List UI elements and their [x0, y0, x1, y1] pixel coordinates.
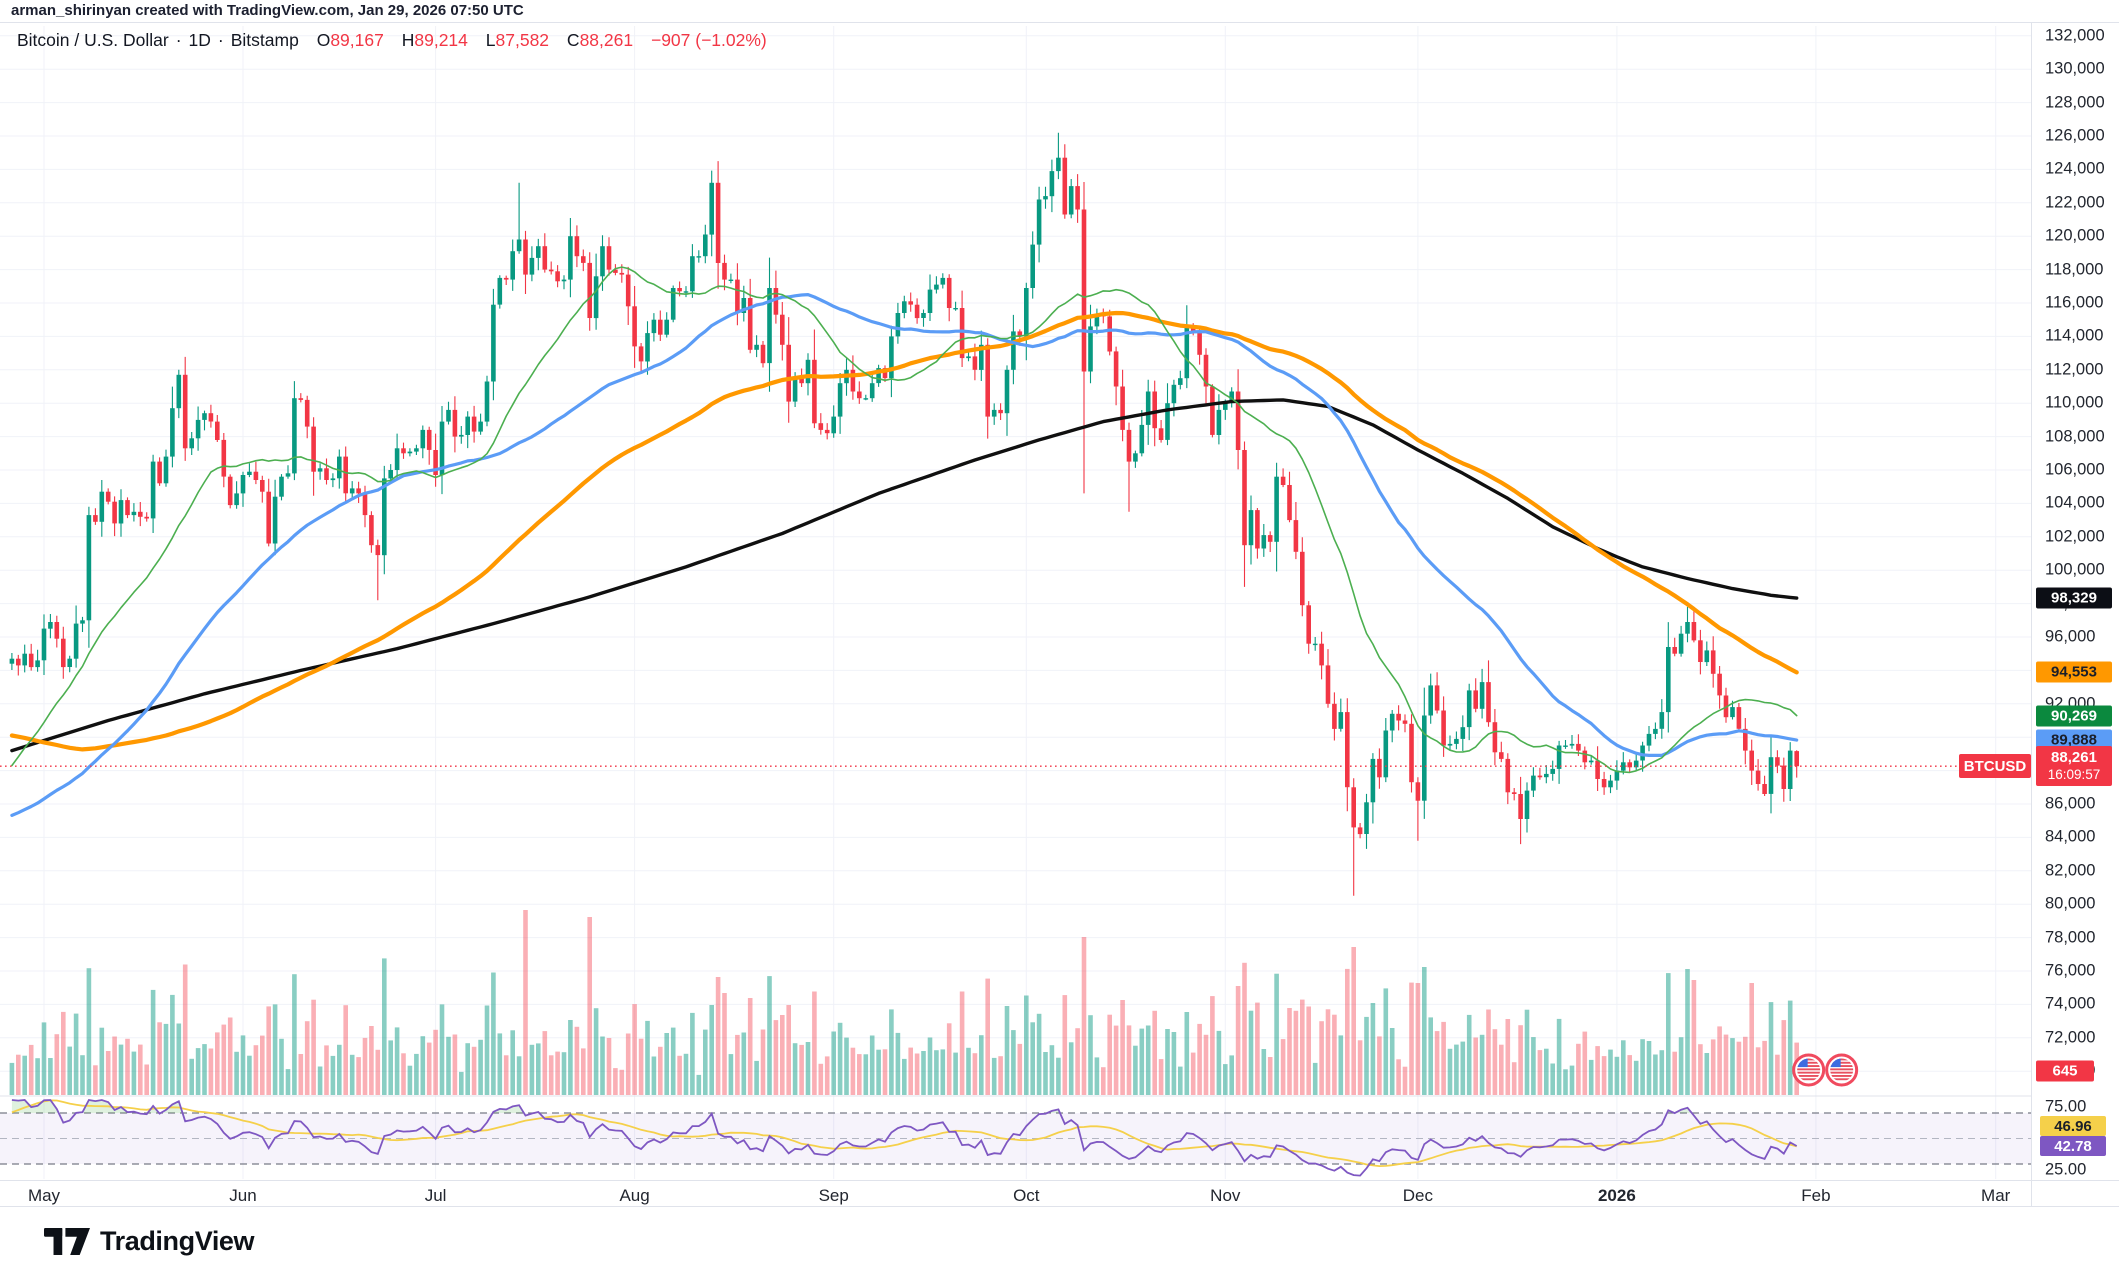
time-axis-label-Jun: Jun: [229, 1186, 257, 1205]
time-axis-label-Mar: Mar: [1981, 1186, 2011, 1205]
price-axis-border: [2031, 22, 2032, 1206]
time-axis-label-2026: 2026: [1597, 1186, 1636, 1205]
time-axis-label-Sep: Sep: [818, 1186, 849, 1205]
ma20-price-badge: 90,269: [2036, 705, 2112, 727]
price-tick-label: 82,000: [2045, 861, 2096, 880]
time-axis-label-Dec: Dec: [1402, 1186, 1434, 1205]
rsi-line: [11, 1099, 1798, 1177]
price-tick-label: 76,000: [2045, 961, 2096, 980]
price-tick-label: 130,000: [2045, 59, 2105, 78]
grid-lines: [0, 26, 2031, 1179]
rsi-ma-line: [11, 1099, 1797, 1168]
ma-200-line: [10, 398, 1799, 753]
time-axis-label-Nov: Nov: [1210, 1186, 1241, 1205]
time-axis-label-May: May: [27, 1186, 61, 1205]
price-tick-label: 74,000: [2045, 994, 2096, 1013]
time-axis-label-Feb: Feb: [1801, 1186, 1831, 1205]
price-tick-label: 104,000: [2045, 493, 2105, 512]
price-tick-label: 108,000: [2045, 427, 2105, 446]
ohlc-close: C88,261: [566, 30, 634, 50]
tradingview-footer[interactable]: TradingView: [44, 1226, 255, 1257]
time-axis-label-Oct: Oct: [1013, 1186, 1040, 1205]
volume-bars: [9, 910, 1799, 1095]
price-tick-label: 86,000: [2045, 794, 2096, 813]
volume-value-badge: 645: [2036, 1060, 2094, 1082]
attribution-bar: arman_shirinyan created with TradingView…: [0, 0, 2119, 22]
chart-plot-canvas[interactable]: [0, 22, 2031, 1208]
ma50-price-badge: 89,888: [2036, 729, 2112, 751]
symbol-header[interactable]: Bitcoin / U.S. Dollar · 1D · Bitstamp O89,16…: [17, 30, 767, 51]
price-tick-label: 122,000: [2045, 193, 2105, 212]
price-tick-label: 84,000: [2045, 827, 2096, 846]
price-tick-label: 132,000: [2045, 26, 2105, 45]
price-tick-label: 118,000: [2045, 260, 2104, 279]
rsi-tick-label: 25.00: [2045, 1160, 2087, 1179]
time-axis-label-Jul: Jul: [424, 1186, 447, 1205]
candles: [9, 132, 1799, 896]
ohlc-open: O89,167: [316, 30, 384, 50]
bar-countdown: 16:09:57: [2047, 767, 2101, 783]
last-price-value: 88,261: [2051, 749, 2097, 767]
last-price-symbol-label: BTCUSD: [1959, 754, 2031, 779]
price-tick-label: 72,000: [2045, 1028, 2096, 1047]
time-axis-border: [0, 1180, 2119, 1181]
usd-flag-icon: [1792, 1053, 1826, 1087]
price-tick-label: 102,000: [2045, 527, 2105, 546]
price-tick-label: 96,000: [2045, 627, 2096, 646]
ma-20-line: [11, 266, 1798, 774]
price-tick-label: 100,000: [2045, 560, 2105, 579]
chart-bottom-border: [0, 1206, 2119, 1207]
ma100-price-badge: 94,553: [2036, 661, 2112, 683]
last-price-badge: 88,261 16:09:57: [2036, 746, 2112, 787]
change-value: −907 (−1.02%): [650, 30, 767, 50]
rsi-value-badge: 42.78: [2040, 1136, 2106, 1156]
price-tick-label: 116,000: [2045, 293, 2104, 312]
ohlc-high: H89,214: [401, 30, 468, 50]
price-tick-label: 128,000: [2045, 93, 2105, 112]
ma-100-line: [9, 310, 1799, 752]
price-tick-label: 110,000: [2045, 393, 2104, 412]
price-tick-label: 112,000: [2045, 360, 2104, 379]
attribution-divider: [0, 22, 2119, 23]
separator-dot: ·: [217, 30, 224, 50]
ma-50-line: [10, 293, 1799, 817]
price-tick-label: 124,000: [2045, 159, 2105, 178]
tradingview-wordmark: TradingView: [100, 1226, 255, 1256]
price-tick-label: 126,000: [2045, 126, 2105, 145]
price-tick-label: 106,000: [2045, 460, 2105, 479]
price-tick-label: 114,000: [2045, 326, 2104, 345]
price-tick-label: 120,000: [2045, 226, 2105, 245]
symbol-title[interactable]: Bitcoin / U.S. Dollar: [17, 30, 169, 50]
separator-dot: ·: [175, 30, 182, 50]
ma200-price-badge: 98,329: [2036, 587, 2112, 609]
exchange-label: Bitstamp: [230, 30, 299, 50]
price-tick-label: 80,000: [2045, 894, 2096, 913]
rsi-ma-badge: 46.96: [2040, 1116, 2106, 1136]
interval-label[interactable]: 1D: [188, 30, 211, 50]
tradingview-logo-icon: [44, 1228, 90, 1255]
time-axis-label-Aug: Aug: [619, 1186, 650, 1205]
rsi-pane: [0, 1099, 2031, 1177]
rsi-tick-label: 75.00: [2045, 1097, 2087, 1116]
ohlc-low: L87,582: [485, 30, 550, 50]
usd-flag-icon: [1825, 1053, 1859, 1087]
price-tick-label: 78,000: [2045, 928, 2096, 947]
